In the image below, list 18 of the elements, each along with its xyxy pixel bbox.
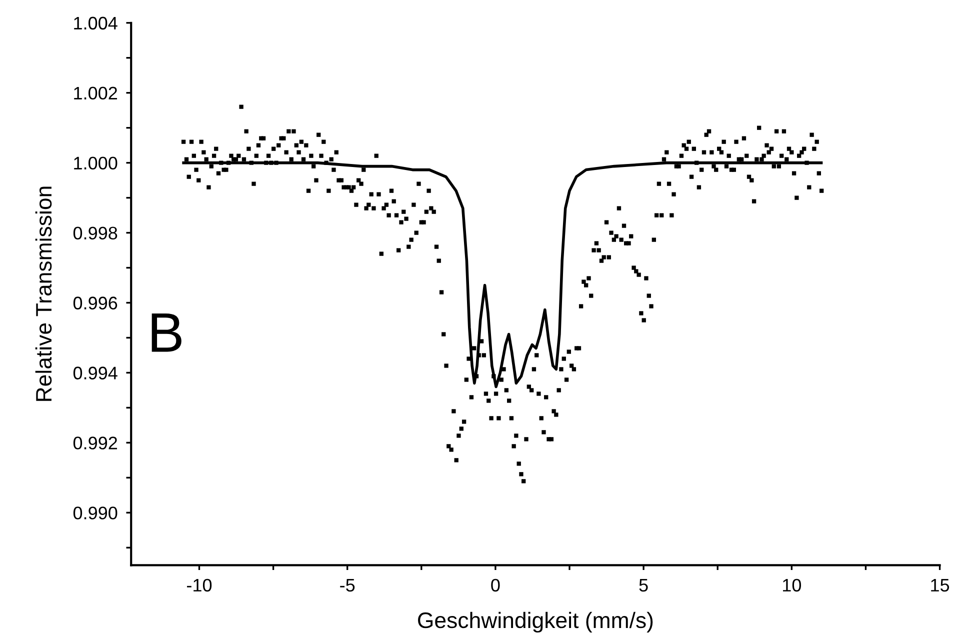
y-tick-label: 0.996 (73, 296, 118, 310)
y-axis-title: Relative Transmission (35, 186, 52, 401)
y-tick-label: 1.000 (74, 156, 118, 170)
x-tick-label: -5 (340, 579, 355, 592)
y-tick-label: 0.992 (73, 436, 118, 450)
y-tick-label: 1.004 (74, 16, 118, 30)
line-series (182, 161, 823, 388)
x-tick-label: 5 (639, 579, 648, 592)
x-tick-label: 0 (491, 578, 500, 592)
x-tick-label: 15 (931, 579, 950, 592)
y-tick-label: 0.994 (73, 366, 118, 380)
y-tick-label: 1.002 (74, 86, 118, 100)
x-axis-title: Geschwindigkeit (mm/s) (418, 612, 653, 633)
x-tick-label: 10 (783, 578, 802, 592)
annotation: B (152, 314, 182, 352)
y-tick-label: 0.990 (73, 506, 118, 520)
x-tick-label: -10 (186, 578, 212, 592)
y-tick-label: 0.998 (73, 226, 118, 240)
